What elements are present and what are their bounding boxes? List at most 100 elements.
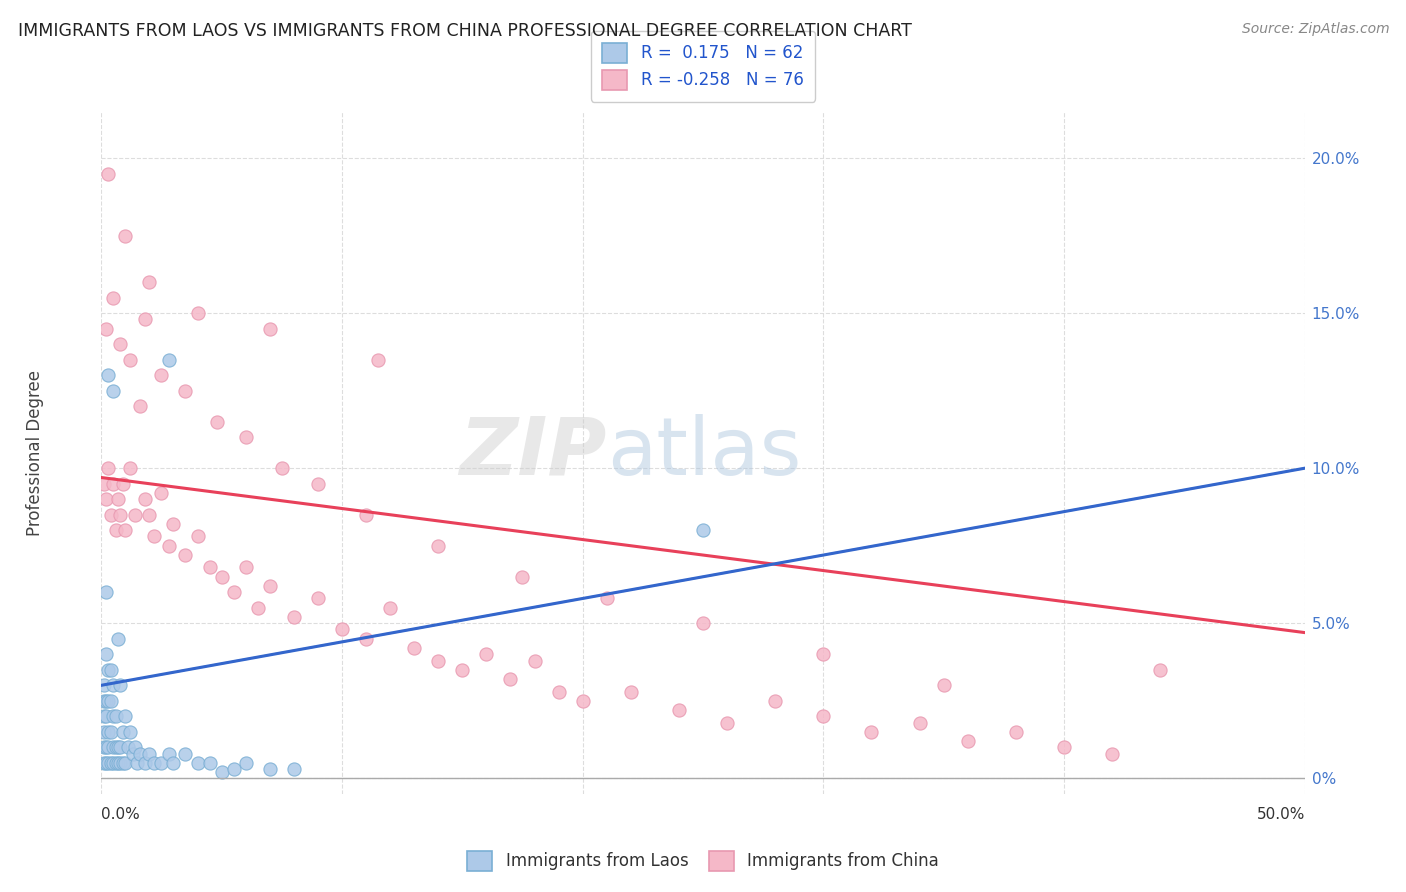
Point (157, 352, 180, 367)
Point (620, 684, 643, 698)
Point (174, 548, 197, 562)
Point (211, 570, 233, 584)
Point (120, 461, 142, 475)
Point (162, 756, 184, 770)
Point (259, 321, 281, 335)
Point (100, 756, 122, 770)
Point (813, 709, 835, 723)
Point (150, 368, 173, 383)
Point (93, 709, 115, 723)
Point (451, 663, 474, 677)
Point (100, 724, 122, 739)
Point (110, 740, 132, 755)
Point (138, 275, 160, 289)
Point (354, 632, 377, 646)
Text: Source: ZipAtlas.com: Source: ZipAtlas.com (1241, 22, 1389, 37)
Point (1005, 724, 1028, 739)
Point (427, 539, 450, 553)
Point (270, 461, 292, 475)
Point (93, 740, 115, 755)
Point (111, 724, 134, 739)
Point (378, 600, 401, 615)
Point (117, 740, 139, 755)
Point (692, 523, 714, 537)
Point (97, 724, 120, 739)
Point (354, 508, 377, 522)
Point (107, 632, 129, 646)
Legend: Immigrants from Laos, Immigrants from China: Immigrants from Laos, Immigrants from Ch… (460, 842, 946, 880)
Point (143, 756, 166, 770)
Point (104, 709, 127, 723)
Point (499, 672, 522, 686)
Point (157, 539, 180, 553)
Point (103, 740, 125, 755)
Point (143, 529, 166, 543)
Point (103, 709, 125, 723)
Point (93, 724, 115, 739)
Point (104, 756, 127, 770)
Point (93, 678, 115, 692)
Point (120, 352, 142, 367)
Point (1149, 663, 1171, 677)
Point (103, 291, 125, 305)
Point (367, 352, 389, 367)
Point (114, 709, 136, 723)
Point (111, 756, 134, 770)
Point (307, 591, 329, 606)
Text: 50.0%: 50.0% (1257, 807, 1305, 822)
Point (860, 724, 883, 739)
Point (94, 709, 117, 723)
Point (134, 492, 156, 507)
Point (1101, 747, 1123, 761)
Point (932, 678, 955, 692)
Point (93, 756, 115, 770)
Point (235, 560, 257, 574)
Text: 0.0%: 0.0% (101, 807, 141, 822)
Point (110, 756, 132, 770)
Point (1053, 740, 1076, 755)
Point (110, 678, 132, 692)
Point (134, 756, 156, 770)
Point (512, 570, 534, 584)
Point (111, 476, 134, 491)
Point (222, 585, 245, 599)
Point (259, 579, 281, 593)
Point (94, 756, 117, 770)
Point (94, 585, 117, 599)
Point (97, 756, 120, 770)
Point (103, 384, 125, 398)
Point (174, 747, 197, 761)
Text: ZIP: ZIP (460, 414, 607, 491)
Point (211, 765, 233, 780)
Point (94, 648, 117, 662)
Point (97, 694, 120, 708)
Point (103, 756, 125, 770)
Point (763, 694, 786, 708)
Point (97, 740, 120, 755)
Point (186, 756, 208, 770)
Point (110, 508, 132, 522)
Point (813, 648, 835, 662)
Point (138, 747, 160, 761)
Point (128, 399, 150, 413)
Point (97, 368, 120, 383)
Point (94, 740, 117, 755)
Point (427, 653, 450, 667)
Point (104, 740, 127, 755)
Point (120, 724, 142, 739)
Point (100, 694, 122, 708)
Point (134, 312, 156, 326)
Point (174, 384, 197, 398)
Point (107, 740, 129, 755)
Text: Professional Degree: Professional Degree (27, 369, 44, 536)
Point (114, 523, 136, 537)
Point (596, 591, 619, 606)
Point (186, 306, 208, 320)
Point (124, 740, 146, 755)
Point (547, 684, 569, 698)
Point (121, 747, 143, 761)
Point (246, 600, 269, 615)
Point (100, 663, 122, 677)
Point (668, 703, 690, 717)
Point (94, 694, 117, 708)
